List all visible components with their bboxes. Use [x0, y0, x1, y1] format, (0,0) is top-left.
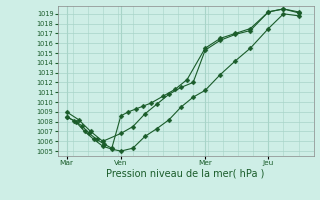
X-axis label: Pression niveau de la mer( hPa ): Pression niveau de la mer( hPa ) [107, 169, 265, 179]
